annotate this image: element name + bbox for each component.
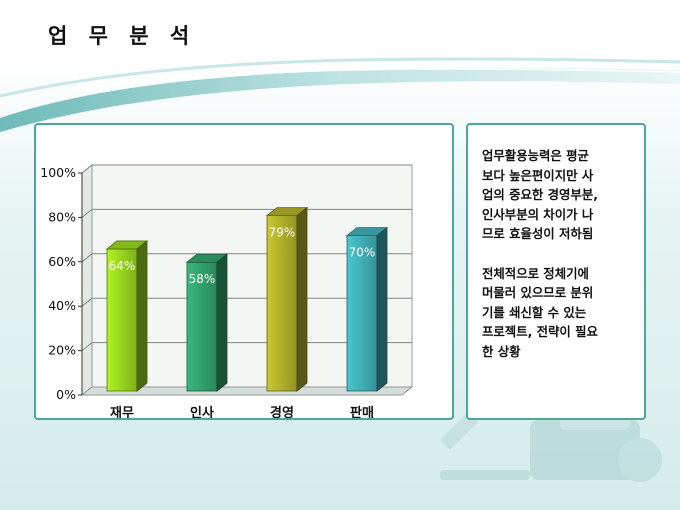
- gridline-side: [81, 164, 93, 174]
- bar-chart: 0% 20% 40% 60% 80% 100% 64% 재무 58% 인사 79% 경영 70% 판매: [40, 163, 414, 418]
- category-label: 경영: [270, 405, 294, 418]
- y-tick-label: 20%: [48, 343, 76, 358]
- category-label: 인사: [190, 405, 214, 418]
- summary-paragraph-1: 업무활용능력은 평균 보다 높은편이지만 사 업의 중요한 경영부분, 인사부분…: [482, 148, 598, 241]
- plot-side-wall: [81, 163, 93, 397]
- bar-side-재무: [136, 240, 148, 392]
- gridline-side: [81, 209, 93, 218]
- category-label: 재무: [110, 406, 134, 418]
- y-tick-label: 80%: [48, 209, 76, 224]
- bar-side-인사: [216, 253, 228, 392]
- bar-경영: [266, 215, 298, 392]
- gridline-side: [81, 342, 93, 351]
- bar-side-경영: [296, 206, 308, 392]
- y-tick-label: 0%: [56, 387, 76, 402]
- category-label: 판매: [350, 405, 374, 418]
- y-tick-label: 100%: [40, 165, 76, 180]
- bar-side-판매: [376, 226, 388, 392]
- chart-panel: 0% 20% 40% 60% 80% 100% 64% 재무 58% 인사 79% 경영 70% 판매: [34, 123, 454, 420]
- data-label: 79%: [269, 226, 296, 240]
- bar-판매: [346, 235, 378, 392]
- gridline-side: [81, 297, 93, 307]
- summary-paragraph-2: 전체적으로 정체기에 머물러 있으므로 분위 기를 쇄신할 수 있는 프로젝트,…: [482, 265, 598, 359]
- data-label: 58%: [189, 272, 216, 286]
- plot-floor: [80, 386, 414, 396]
- y-tick-label: 40%: [48, 298, 76, 313]
- gridline-side: [81, 253, 93, 263]
- summary-panel: 업무활용능력은 평균 보다 높은편이지만 사 업의 중요한 경영부분, 인사부분…: [466, 123, 646, 420]
- data-label: 70%: [349, 246, 376, 260]
- dental-equipment-decoration: [440, 400, 662, 482]
- data-label: 64%: [109, 259, 136, 273]
- page-title: 업 무 분 석: [48, 24, 197, 48]
- y-tick-label: 60%: [48, 254, 76, 269]
